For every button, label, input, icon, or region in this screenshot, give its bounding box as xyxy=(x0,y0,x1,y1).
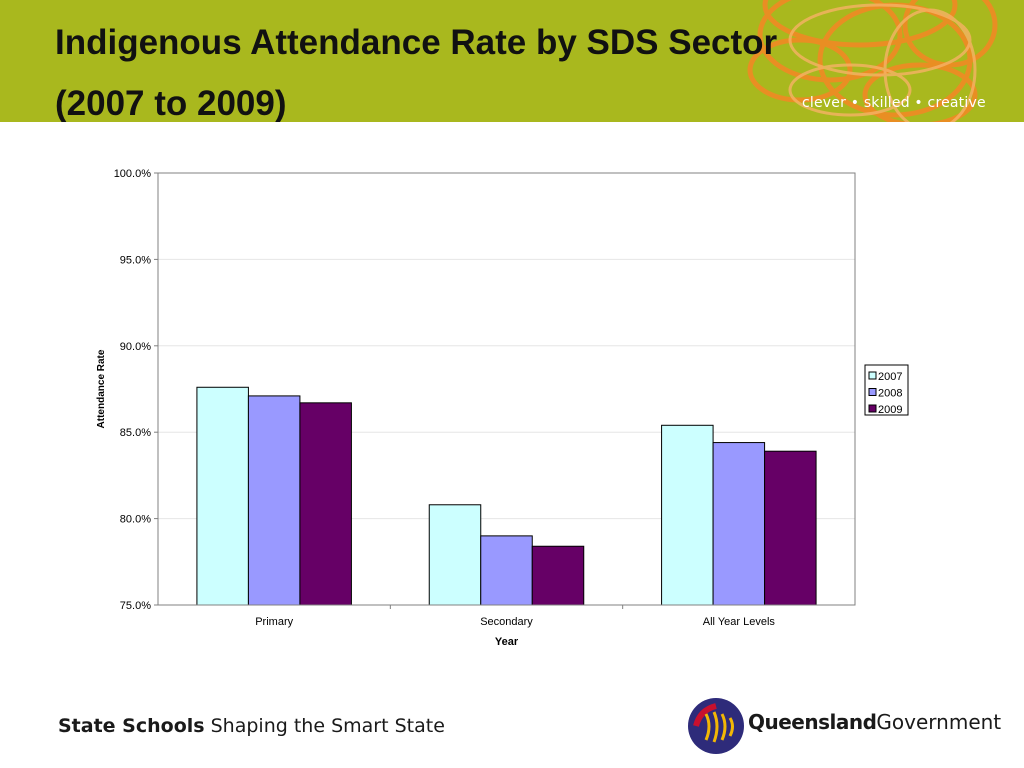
footer-brand-rest: Shaping the Smart State xyxy=(210,715,445,737)
x-tick-label: Secondary xyxy=(480,616,533,628)
x-tick-label: Primary xyxy=(255,616,293,628)
bar-2007-all-year-levels xyxy=(661,424,714,606)
queensland-government-wordmark: QueenslandGovernment xyxy=(748,710,1001,734)
legend-swatch-2008 xyxy=(868,388,877,396)
y-tick-label: 100.0% xyxy=(114,168,152,180)
bar-2009-primary xyxy=(299,402,352,606)
x-axis-title: Year xyxy=(495,636,519,648)
page-title: Indigenous Attendance Rate by SDS Sector… xyxy=(55,12,777,122)
y-tick-label: 90.0% xyxy=(120,341,151,353)
y-tick-label: 75.0% xyxy=(120,600,151,612)
bar-2008-primary xyxy=(247,395,301,606)
page-title-line1: Indigenous Attendance Rate by SDS Sector xyxy=(55,23,778,62)
queensland-crest-icon xyxy=(688,698,744,754)
footer-brand-bold: State Schools xyxy=(58,715,205,737)
plot-border xyxy=(157,172,856,606)
legend-label-2009: 2009 xyxy=(878,404,902,416)
tagline: clever • skilled • creative xyxy=(802,95,986,111)
y-tick-label: 80.0% xyxy=(120,514,151,526)
bar-chart: 75.0% 80.0% 85.0% 90.0% 95.0% 100.0% Primary Se… xyxy=(96,168,909,648)
y-axis-title: Attendance Rate xyxy=(96,349,107,428)
legend-swatch-2009 xyxy=(868,404,877,413)
legend-swatch-2007 xyxy=(868,371,877,380)
queensland-government-logo: QueenslandGovernment xyxy=(686,696,1001,756)
bar-2008-secondary xyxy=(480,535,533,606)
bar-2009-all-year-levels xyxy=(764,450,817,606)
bar-2009-secondary xyxy=(531,545,585,606)
bar-2007-secondary xyxy=(428,504,482,606)
page-title-line2: (2007 to 2009) xyxy=(55,84,287,122)
legend-label-2008: 2008 xyxy=(878,388,902,400)
bar-2007-primary xyxy=(196,386,249,606)
x-tick-label: All Year Levels xyxy=(703,616,776,628)
legend-label-2007: 2007 xyxy=(878,371,902,383)
y-tick-label: 85.0% xyxy=(120,427,151,439)
gov-rest: Government xyxy=(876,710,1002,734)
y-tick-label: 95.0% xyxy=(120,254,151,266)
header-banner: Indigenous Attendance Rate by SDS Sector… xyxy=(0,0,1024,122)
bar-2008-all-year-levels xyxy=(712,442,766,606)
swirl-logo-icon xyxy=(747,0,998,122)
gov-bold: Queensland xyxy=(748,710,877,734)
footer-brand: State Schools Shaping the Smart State xyxy=(58,715,445,737)
